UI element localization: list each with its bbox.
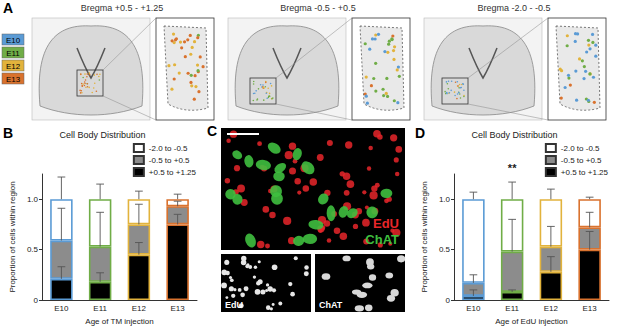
svg-text:EdU: EdU xyxy=(225,300,243,310)
svg-text:E12: E12 xyxy=(544,304,559,313)
svg-text:E11: E11 xyxy=(6,49,20,58)
svg-text:Bregma +0.5 - +1.25: Bregma +0.5 - +1.25 xyxy=(81,3,164,13)
svg-text:E13: E13 xyxy=(171,304,186,313)
svg-text:D: D xyxy=(415,125,425,141)
svg-text:A: A xyxy=(3,0,13,16)
svg-text:Cell Body Distribution: Cell Body Distribution xyxy=(59,130,145,140)
svg-text:Proportion of cells within reg: Proportion of cells within region xyxy=(8,181,17,292)
svg-text:ChAT: ChAT xyxy=(319,300,343,310)
svg-text:E11: E11 xyxy=(505,304,519,313)
svg-text:0.5: 0.5 xyxy=(27,245,39,254)
svg-text:-2.0 to -0.5: -2.0 to -0.5 xyxy=(149,144,188,153)
svg-text:0.5: 0.5 xyxy=(439,245,451,254)
svg-text:Bregma -2.0 - -0.5: Bregma -2.0 - -0.5 xyxy=(477,3,550,13)
svg-text:+0.5 to +1.25: +0.5 to +1.25 xyxy=(561,168,609,177)
svg-text:ChAT: ChAT xyxy=(365,232,399,247)
svg-text:B: B xyxy=(3,125,13,141)
svg-text:E13: E13 xyxy=(583,304,598,313)
svg-text:EdU: EdU xyxy=(373,216,399,231)
svg-text:+0.5 to +1.25: +0.5 to +1.25 xyxy=(149,168,197,177)
svg-text:E11: E11 xyxy=(93,304,107,313)
svg-text:E10: E10 xyxy=(466,304,481,313)
svg-text:E10: E10 xyxy=(6,36,21,45)
svg-text:C: C xyxy=(207,124,217,139)
svg-text:Proportion of cells within reg: Proportion of cells within region xyxy=(420,181,429,292)
svg-text:1.0: 1.0 xyxy=(439,195,451,204)
svg-text:E12: E12 xyxy=(132,304,147,313)
svg-text:-0.5 to +0.5: -0.5 to +0.5 xyxy=(561,156,602,165)
svg-text:-2.0 to -0.5: -2.0 to -0.5 xyxy=(561,144,600,153)
svg-text:-0.5 to +0.5: -0.5 to +0.5 xyxy=(149,156,190,165)
svg-text:E10: E10 xyxy=(54,304,69,313)
svg-text:Age of TM injection: Age of TM injection xyxy=(85,317,153,326)
svg-text:E13: E13 xyxy=(6,75,21,84)
svg-text:Bregma -0.5 - +0.5: Bregma -0.5 - +0.5 xyxy=(280,3,355,13)
svg-text:1.0: 1.0 xyxy=(27,195,39,204)
svg-text:0: 0 xyxy=(34,296,39,305)
svg-text:Age of EdU injection: Age of EdU injection xyxy=(495,317,568,326)
svg-text:Cell Body Distribution: Cell Body Distribution xyxy=(471,130,557,140)
svg-text:E12: E12 xyxy=(6,62,21,71)
svg-text:0: 0 xyxy=(446,296,451,305)
svg-text:**: ** xyxy=(508,162,517,174)
